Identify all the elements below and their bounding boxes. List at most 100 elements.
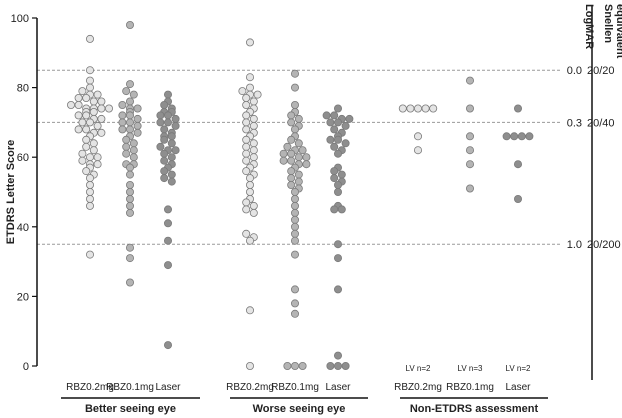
data-point bbox=[126, 125, 135, 134]
data-point bbox=[429, 104, 438, 113]
data-point bbox=[126, 163, 135, 172]
category-label: RBZ0.2mg bbox=[226, 382, 274, 393]
data-point bbox=[245, 306, 254, 315]
data-point bbox=[242, 101, 251, 110]
data-point bbox=[465, 160, 474, 169]
data-point bbox=[89, 108, 98, 117]
data-point bbox=[156, 111, 165, 120]
data-point bbox=[86, 194, 95, 203]
data-point bbox=[78, 149, 87, 158]
data-point bbox=[82, 125, 91, 134]
snellen-label: 20/20 bbox=[587, 65, 615, 77]
data-point bbox=[290, 229, 299, 238]
data-point bbox=[93, 90, 102, 99]
data-point bbox=[160, 174, 169, 183]
data-point bbox=[502, 132, 511, 141]
data-point bbox=[97, 104, 106, 113]
data-point bbox=[163, 236, 172, 245]
data-point bbox=[290, 236, 299, 245]
data-points bbox=[67, 20, 534, 370]
data-point bbox=[86, 174, 95, 183]
data-point bbox=[82, 135, 91, 144]
data-point bbox=[242, 229, 251, 238]
data-point bbox=[129, 146, 138, 155]
data-point bbox=[413, 132, 422, 141]
logmar-label: 1.0 bbox=[567, 239, 582, 251]
data-point bbox=[287, 167, 296, 176]
data-point bbox=[245, 38, 254, 47]
data-point bbox=[163, 90, 172, 99]
y-tick-label: 100 bbox=[11, 13, 29, 25]
data-point bbox=[510, 132, 519, 141]
data-point bbox=[126, 187, 135, 196]
category-label: Laser bbox=[325, 382, 351, 393]
data-point bbox=[126, 80, 135, 89]
data-point bbox=[341, 121, 350, 130]
data-point bbox=[97, 128, 106, 137]
data-point bbox=[330, 142, 339, 151]
data-point bbox=[290, 101, 299, 110]
data-point bbox=[245, 73, 254, 82]
data-point bbox=[82, 111, 91, 120]
data-point bbox=[333, 254, 342, 263]
data-point bbox=[82, 94, 91, 103]
data-point bbox=[283, 142, 292, 151]
data-point bbox=[398, 104, 407, 113]
data-point bbox=[290, 187, 299, 196]
data-point bbox=[118, 101, 127, 110]
data-point bbox=[287, 135, 296, 144]
data-point bbox=[160, 125, 169, 134]
data-point bbox=[118, 111, 127, 120]
data-point bbox=[514, 104, 523, 113]
data-point bbox=[287, 174, 296, 183]
data-point bbox=[245, 361, 254, 370]
data-point bbox=[333, 104, 342, 113]
data-point bbox=[421, 104, 430, 113]
data-point bbox=[290, 83, 299, 92]
data-point bbox=[163, 261, 172, 270]
data-point bbox=[160, 135, 169, 144]
data-point bbox=[294, 153, 303, 162]
data-point bbox=[242, 94, 251, 103]
data-point bbox=[326, 361, 335, 370]
data-point bbox=[86, 66, 95, 75]
data-point bbox=[253, 90, 262, 99]
y-tick-label: 0 bbox=[23, 361, 29, 373]
data-point bbox=[249, 201, 258, 210]
data-point bbox=[287, 118, 296, 127]
y-tick-label: 60 bbox=[17, 152, 29, 164]
data-point bbox=[167, 153, 176, 162]
data-point bbox=[249, 153, 258, 162]
data-point bbox=[283, 361, 292, 370]
data-point bbox=[86, 76, 95, 85]
data-point bbox=[242, 142, 251, 151]
data-point bbox=[245, 180, 254, 189]
data-point bbox=[245, 83, 254, 92]
data-point bbox=[86, 180, 95, 189]
data-point bbox=[156, 142, 165, 151]
data-point bbox=[290, 250, 299, 259]
data-point bbox=[122, 87, 131, 96]
data-point bbox=[290, 125, 299, 134]
data-point bbox=[126, 243, 135, 252]
data-point bbox=[126, 254, 135, 263]
data-point bbox=[86, 201, 95, 210]
data-point bbox=[122, 142, 131, 151]
logmar-label: 0.0 bbox=[567, 65, 582, 77]
data-point bbox=[287, 149, 296, 158]
data-point bbox=[82, 167, 91, 176]
data-point bbox=[171, 146, 180, 155]
data-point bbox=[126, 111, 135, 120]
category-label: RBZ0.2mg bbox=[66, 382, 114, 393]
data-point bbox=[86, 153, 95, 162]
data-point bbox=[525, 132, 534, 141]
group-label: Non-ETDRS assessment bbox=[410, 403, 539, 415]
data-point bbox=[345, 114, 354, 123]
y-tick-label: 40 bbox=[17, 222, 29, 234]
data-point bbox=[465, 146, 474, 155]
data-point bbox=[242, 135, 251, 144]
data-point bbox=[514, 194, 523, 203]
data-point bbox=[333, 285, 342, 294]
